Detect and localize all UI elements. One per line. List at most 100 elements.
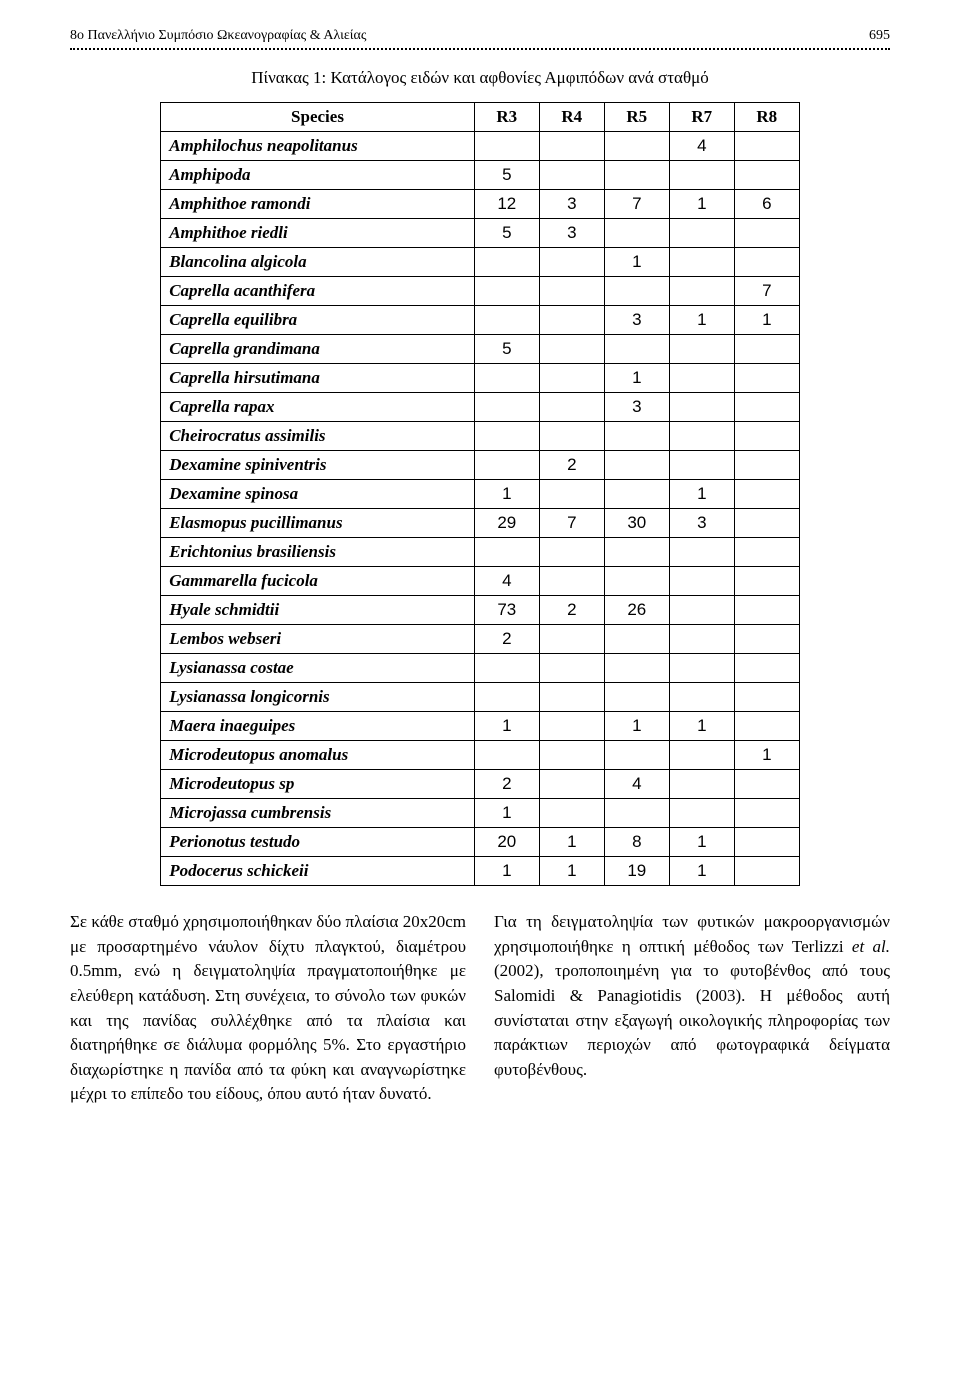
species-value [669,596,734,625]
species-value: 1 [669,828,734,857]
table-row: Caprella grandimana5 [161,335,800,364]
species-value [474,741,539,770]
species-value: 1 [474,799,539,828]
table-row: Lembos webseri2 [161,625,800,654]
species-value [669,683,734,712]
header-rule [70,48,890,50]
species-value: 26 [604,596,669,625]
species-value [669,538,734,567]
species-value [734,364,799,393]
header-pagenum: 695 [869,28,890,44]
species-value [604,625,669,654]
species-value [604,799,669,828]
species-value: 1 [474,712,539,741]
species-value [539,480,604,509]
table-row: Caprella equilibra311 [161,306,800,335]
species-value: 4 [474,567,539,596]
species-value: 5 [474,335,539,364]
species-value: 4 [669,132,734,161]
species-value: 1 [669,857,734,886]
species-value: 1 [474,480,539,509]
table-row: Dexamine spinosa11 [161,480,800,509]
species-value: 7 [539,509,604,538]
table-row: Microdeutopus anomalus1 [161,741,800,770]
species-value: 6 [734,190,799,219]
species-value: 1 [604,248,669,277]
species-value: 4 [604,770,669,799]
species-value: 1 [474,857,539,886]
table-caption: Πίνακας 1: Κατάλογος ειδών και αφθονίες … [70,68,890,88]
species-value: 2 [474,770,539,799]
col-r3: R3 [474,103,539,132]
species-name: Amphithoe ramondi [161,190,475,219]
species-value [669,567,734,596]
species-value [474,277,539,306]
species-value [669,219,734,248]
species-name: Amphithoe riedli [161,219,475,248]
species-table: Species R3 R4 R5 R7 R8 Amphilochus neapo… [160,102,800,886]
species-value [474,451,539,480]
species-name: Lembos webseri [161,625,475,654]
col-r4: R4 [539,103,604,132]
species-value [669,364,734,393]
table-header-row: Species R3 R4 R5 R7 R8 [161,103,800,132]
table-row: Amphithoe ramondi123716 [161,190,800,219]
table-row: Microdeutopus sp24 [161,770,800,799]
species-name: Hyale schmidtii [161,596,475,625]
body-right-italic: et al. [852,937,890,956]
table-row: Caprella rapax3 [161,393,800,422]
species-value [669,625,734,654]
species-name: Gammarella fucicola [161,567,475,596]
species-value [669,451,734,480]
species-value [669,248,734,277]
table-row: Microjassa cumbrensis1 [161,799,800,828]
table-row: Perionotus testudo20181 [161,828,800,857]
species-name: Blancolina algicola [161,248,475,277]
species-value: 1 [669,190,734,219]
species-value [539,741,604,770]
species-value: 1 [734,741,799,770]
species-value [669,799,734,828]
species-value [604,567,669,596]
species-value [539,799,604,828]
table-row: Maera inaeguipes111 [161,712,800,741]
species-value [539,567,604,596]
species-value [604,335,669,364]
species-value [604,277,669,306]
species-value [734,393,799,422]
species-value [734,451,799,480]
species-value [474,654,539,683]
table-row: Erichtonius brasiliensis [161,538,800,567]
body-right-a: Για τη δειγματοληψία των φυτικών μακροορ… [494,912,890,956]
species-value [734,248,799,277]
species-value [734,567,799,596]
species-value [734,770,799,799]
col-r8: R8 [734,103,799,132]
species-value [669,161,734,190]
species-name: Caprella acanthifera [161,277,475,306]
species-value: 7 [604,190,669,219]
species-value [734,335,799,364]
species-value [474,248,539,277]
body-right-b: (2002), τροποποιημένη για το φυτοβένθος … [494,961,890,1079]
species-value [539,654,604,683]
species-value [734,828,799,857]
species-name: Maera inaeguipes [161,712,475,741]
species-value [539,132,604,161]
species-value: 1 [539,857,604,886]
species-value [669,770,734,799]
species-name: Podocerus schickeii [161,857,475,886]
species-value [669,277,734,306]
species-value: 1 [734,306,799,335]
species-value [734,538,799,567]
species-value: 7 [734,277,799,306]
species-name: Caprella grandimana [161,335,475,364]
species-value: 1 [669,480,734,509]
table-row: Lysianassa longicornis [161,683,800,712]
species-name: Dexamine spinosa [161,480,475,509]
species-value: 20 [474,828,539,857]
species-value [474,422,539,451]
species-value [734,161,799,190]
species-value: 3 [539,219,604,248]
species-value: 5 [474,161,539,190]
